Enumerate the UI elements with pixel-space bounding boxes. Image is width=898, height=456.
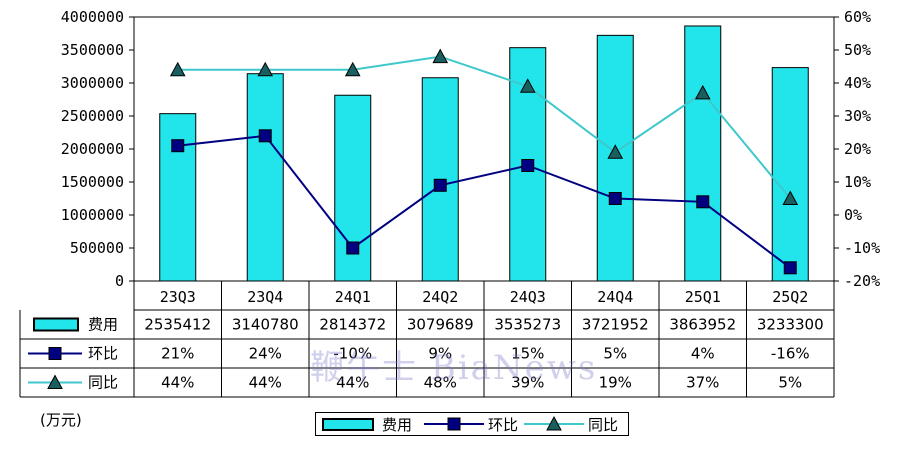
table-cell-value: 3721952 [582,316,649,334]
table-row-label: 同比 [88,374,118,392]
right-tick-label: 20% [844,140,871,158]
category-label: 24Q1 [335,288,371,306]
table-cell-value: 2535412 [144,316,211,334]
table-cell-value: 19% [599,374,632,392]
category-label: 24Q3 [510,288,546,306]
plot-frame [133,16,835,282]
left-tick-label: 3500000 [61,41,124,59]
table-cell-value: 2814372 [319,316,386,334]
table-cell-value: 5% [778,374,802,392]
table-cell-value: 44% [249,374,282,392]
right-tick-label: 40% [844,74,871,92]
left-tick-label: 2000000 [61,140,124,158]
point-marker [346,241,360,255]
category-label: 24Q2 [422,288,458,306]
legend-item-tongbi: 同比 [524,413,618,435]
right-tick-label: 0% [844,206,862,224]
table-row-label: 费用 [88,316,118,334]
point-marker [344,61,361,77]
point-marker [696,195,710,209]
table-cell-value: 5% [603,345,627,363]
point-marker [608,192,622,205]
category-label: 24Q4 [597,288,633,306]
left-tick-label: 3000000 [61,74,124,92]
point-marker [258,129,272,143]
legend-tongbi-swatch [524,415,584,431]
left-tick-label: 2500000 [61,107,124,125]
legend-bar-swatch [322,417,374,431]
bar [159,113,197,282]
category-label: 25Q1 [685,288,721,306]
point-marker [783,261,797,275]
table-cell-value: 3535273 [494,316,561,334]
legend-tongbi-label: 同比 [588,415,619,434]
table-key-bar [33,317,79,332]
table-cell-value: 37% [686,374,719,392]
point-marker [169,61,186,77]
bar [684,25,722,282]
legend-item-huanbi: 环比 [424,413,518,435]
table-row-label: 环比 [88,345,118,363]
right-tick-label: -20% [844,272,880,290]
legend-huanbi-label: 环比 [488,415,519,434]
table-cell-value: 24% [249,345,282,363]
left-tick-label: 4000000 [61,8,124,26]
legend-huanbi-swatch [424,417,484,431]
series-line [177,134,791,269]
table-cell-value: 9% [428,345,452,363]
table-cell-value: 3233300 [757,316,824,334]
table-key-marker [48,347,62,360]
bar [246,73,284,282]
right-tick-label: 30% [844,107,871,125]
right-tick-label: 50% [844,41,871,59]
table-cell-value: 3140780 [232,316,299,334]
point-marker [521,159,535,172]
point-marker [257,61,274,77]
category-label: 23Q4 [247,288,283,306]
table-cell-value: 4% [691,345,715,363]
series-line [177,55,792,200]
table-cell-value: 44% [336,374,369,392]
right-tick-label: 60% [844,8,871,26]
table-cell-value: 44% [161,374,194,392]
table-cell-value: 21% [161,345,194,363]
table-cell-value: 3079689 [407,316,474,334]
left-tick-label: 0 [115,272,124,290]
legend-bar-label: 费用 [382,415,413,434]
bar [421,77,459,282]
table-cell-value: 3863952 [669,316,736,334]
point-marker [432,48,449,64]
legend: 费用 环比 同比 [315,412,629,436]
table-cell-value: 39% [511,374,544,392]
table-cell-value: 48% [424,374,457,392]
point-marker [694,84,711,100]
category-label: 25Q2 [772,288,808,306]
left-tick-label: 1500000 [61,173,124,191]
right-tick-label: -10% [844,239,880,257]
left-tick-label: 1000000 [61,206,124,224]
unit-label: (万元) [40,411,82,429]
point-marker [782,190,799,205]
point-marker [433,178,447,192]
point-marker [607,144,624,159]
table-cell-value: -10% [333,345,372,363]
right-tick-label: 10% [844,173,871,191]
legend-item-bar: 费用 [322,413,412,435]
table-cell-value: 15% [511,345,544,363]
table-cell-value: -16% [771,345,810,363]
left-tick-label: 500000 [70,239,124,257]
point-marker [519,78,536,93]
point-marker [171,139,185,153]
table-key-marker [47,374,63,389]
watermark: 鞭牛士 BiaNews [310,348,598,388]
category-label: 23Q3 [160,288,196,306]
bar [771,67,809,282]
